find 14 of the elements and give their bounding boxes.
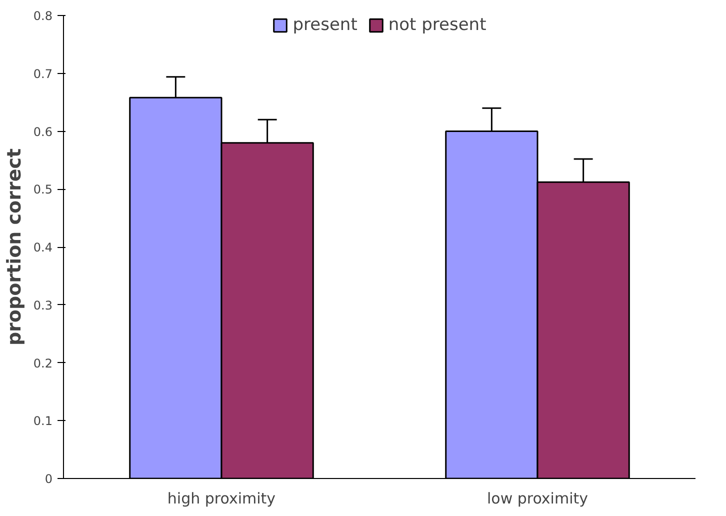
y-tick-label: 0.5 — [33, 182, 53, 197]
y-tick-label: 0.8 — [33, 9, 53, 23]
y-axis-title: proportion correct — [3, 148, 26, 346]
y-tick-label: 0.4 — [33, 240, 53, 254]
y-tick-label: 0.2 — [33, 356, 53, 370]
y-tick-label: 0.7 — [33, 66, 53, 81]
legend-label: not present — [388, 15, 486, 35]
y-tick-label: 0.3 — [33, 298, 53, 312]
x-tick-label: high proximity — [167, 490, 276, 508]
y-tick-label: 0.6 — [33, 124, 53, 139]
legend-label: present — [292, 15, 358, 35]
y-tick-label: 0 — [44, 472, 53, 486]
x-tick-label: low proximity — [486, 490, 588, 508]
y-tick-label: 0.1 — [33, 414, 53, 428]
